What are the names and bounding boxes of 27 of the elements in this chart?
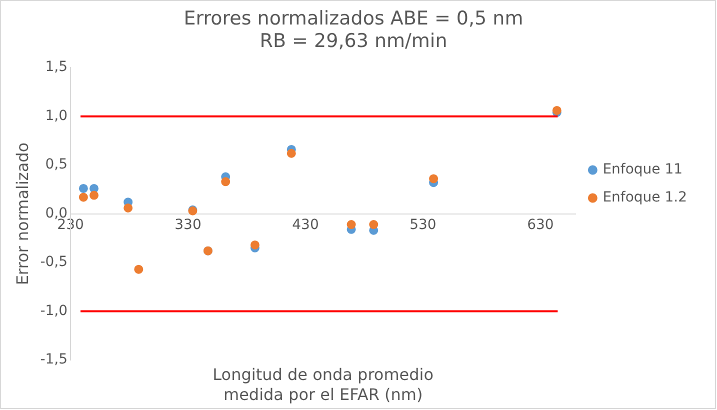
y-tick-label: 1,0	[45, 108, 68, 124]
point	[286, 148, 296, 158]
x-tick-label: 530	[410, 216, 436, 233]
point	[78, 192, 88, 202]
x-axis-title: Longitud de onda promedio medida por el EFAR (nm)	[212, 365, 434, 404]
x-tick-label: 230	[57, 216, 84, 233]
x-tick-label: 430	[292, 216, 319, 233]
point	[78, 184, 88, 193]
y-tick-label: -0,5	[40, 254, 68, 270]
legend-label: Enfoque 11	[602, 162, 683, 178]
point	[369, 220, 378, 230]
point	[90, 190, 99, 200]
point	[346, 220, 356, 230]
y-tick-label: 0,5	[45, 156, 68, 173]
point	[429, 174, 438, 184]
y-axis-title: Error normalizado	[12, 142, 32, 286]
point	[250, 240, 260, 250]
point	[221, 177, 230, 186]
legend-label: Enfoque 1.2	[602, 190, 688, 206]
y-tick-label: 1,5	[45, 59, 68, 76]
point	[134, 264, 144, 274]
x-tick-label: 330	[174, 216, 202, 233]
chart-title: Errores normalizados ABE = 0,5 nm RB = 29,63 nm/min	[184, 7, 524, 52]
point	[124, 203, 133, 212]
y-tick-label: -1,5	[40, 352, 68, 368]
y-tick-label: -1,0	[40, 302, 68, 319]
x-tick-label: 630	[527, 216, 554, 233]
